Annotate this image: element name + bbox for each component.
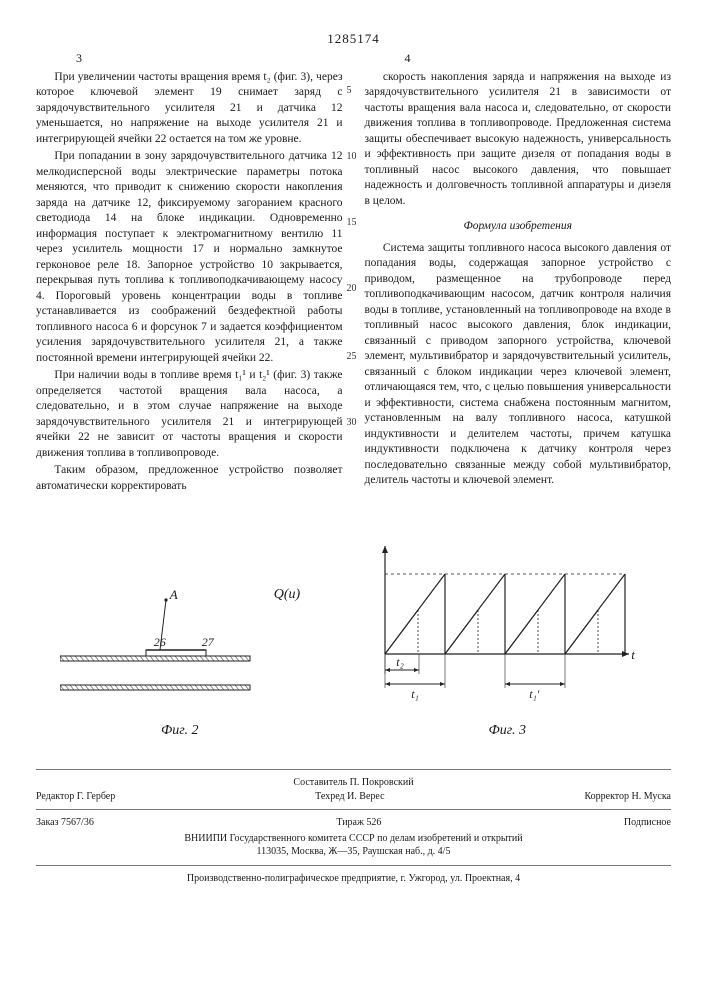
body-paragraph: При наличии воды в топливе время t₁¹ и t… bbox=[36, 368, 343, 461]
body-paragraph: Система защиты топливного насоса высоког… bbox=[365, 241, 672, 489]
line-number: 5 bbox=[347, 84, 352, 98]
footer-print: Производственно-полиграфическое предприя… bbox=[36, 872, 671, 886]
footer-compiler: Составитель П. Покровский bbox=[36, 776, 671, 790]
two-column-body: 3 При увеличении частоты вращения время … bbox=[36, 70, 671, 497]
body-paragraph: Таким образом, предложенное устройство п… bbox=[36, 463, 343, 494]
document-number: 1285174 bbox=[36, 30, 671, 48]
fig2-q-axis-label: Q(u) bbox=[274, 586, 300, 605]
body-paragraph: скорость накопления заряда и напряжения … bbox=[365, 70, 672, 210]
fig3-dim-t1: t₁ bbox=[411, 686, 419, 702]
footer-editor: Редактор Г. Гербер bbox=[36, 790, 115, 804]
footer-rule bbox=[36, 865, 671, 866]
left-page-number: 3 bbox=[76, 50, 82, 66]
footer-techred: Техред И. Верес bbox=[315, 790, 384, 804]
fig3-drawing bbox=[367, 536, 647, 716]
line-number: 15 bbox=[347, 216, 357, 230]
claims-heading: Формула изобретения bbox=[365, 219, 672, 235]
footer-order: Заказ 7567/36 bbox=[36, 816, 94, 830]
imprint-footer: Составитель П. Покровский Редактор Г. Ге… bbox=[36, 769, 671, 885]
fig3-x-axis-label: t bbox=[631, 646, 635, 664]
left-column: 3 При увеличении частоты вращения время … bbox=[36, 70, 343, 497]
line-number: 25 bbox=[347, 350, 357, 364]
body-paragraph: При попадании в зону зарядочувствительно… bbox=[36, 149, 343, 366]
footer-rule bbox=[36, 769, 671, 770]
right-column: 4 скорость накопления заряда и напряжени… bbox=[365, 70, 672, 497]
right-page-number: 4 bbox=[405, 50, 411, 66]
fig2-lead-label-a: A bbox=[170, 586, 178, 604]
line-number: 10 bbox=[347, 150, 357, 164]
footer-subscr: Подписное bbox=[624, 816, 671, 830]
fig3-caption: Фиг. 3 bbox=[367, 722, 647, 741]
figure-2: Q(u) A 26 27 Фиг. 2 bbox=[60, 586, 300, 741]
figure-3: t t₂ t₁ t₁′ Фиг. 3 bbox=[367, 536, 647, 741]
fig2-ref-26: 26 bbox=[154, 634, 166, 650]
fig3-dim-t1p: t₁′ bbox=[529, 686, 539, 702]
footer-org: ВНИИПИ Государственного комитета СССР по… bbox=[36, 832, 671, 846]
fig2-ref-27: 27 bbox=[202, 634, 214, 650]
footer-corrector: Корректор Н. Муска bbox=[584, 790, 671, 804]
fig2-caption: Фиг. 2 bbox=[60, 722, 300, 741]
line-number: 30 bbox=[347, 416, 357, 430]
fig3-dim-t2: t₂ bbox=[396, 654, 404, 670]
footer-addr: 113035, Москва, Ж—35, Раушская наб., д. … bbox=[36, 845, 671, 859]
footer-rule bbox=[36, 809, 671, 810]
line-number: 20 bbox=[347, 282, 357, 296]
fig2-drawing bbox=[60, 586, 260, 716]
body-paragraph: При увеличении частоты вращения время t₂… bbox=[36, 70, 343, 148]
footer-tirage: Тираж 526 bbox=[336, 816, 381, 830]
figures-row: Q(u) A 26 27 Фиг. 2 t t₂ t₁ t₁′ Фиг. 3 bbox=[36, 536, 671, 741]
